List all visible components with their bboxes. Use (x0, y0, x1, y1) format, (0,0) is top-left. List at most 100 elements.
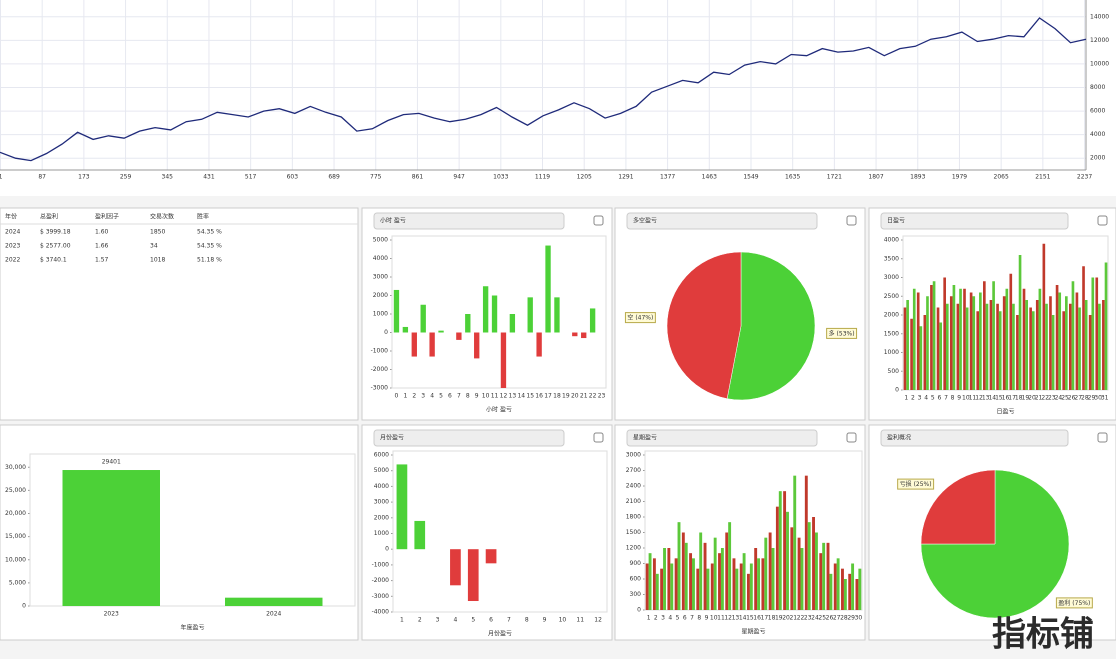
y-tick-label: 1000 (884, 349, 899, 356)
pie-label: 盈利 (75%) (1058, 599, 1090, 607)
bar (1104, 262, 1108, 390)
y-tick-label: 0 (385, 546, 389, 553)
x-tick-label: 4 (924, 395, 928, 402)
x-tick-label: 5 (439, 393, 443, 400)
bar (912, 288, 916, 390)
x-tick-label: 11 (576, 617, 584, 624)
x-tick-label: 30 (855, 615, 863, 622)
bar (858, 568, 862, 610)
x-tick-label: 30 (1094, 395, 1102, 402)
x-tick-label: 775 (370, 174, 382, 181)
y-tick-label: 2400 (626, 483, 641, 490)
panel-button[interactable] (1097, 432, 1108, 443)
panel-button[interactable] (846, 432, 857, 443)
y-tick-label: 5,000 (9, 579, 26, 586)
pie-slice (666, 251, 742, 399)
y-tick-label: 30,000 (5, 464, 26, 471)
x-tick-label: 28 (840, 615, 848, 622)
bar (527, 297, 533, 333)
x-tick-label: 10 (482, 393, 490, 400)
x-tick-label: 5 (931, 395, 935, 402)
x-tick-label: 10 (559, 617, 567, 624)
x-tick-label: 16 (753, 615, 761, 622)
x-tick-label: 23 (1048, 395, 1056, 402)
y-tick-label: -1000 (372, 561, 390, 568)
y-tick-label: 2100 (626, 498, 641, 505)
bar (703, 542, 707, 610)
x-tick-label: 4 (668, 615, 672, 622)
bar (474, 332, 480, 359)
bar (1012, 303, 1015, 390)
panel-header (373, 429, 565, 447)
x-tick-label: 0 (395, 393, 399, 400)
bar (800, 548, 804, 610)
x-tick-label: 31 (1101, 395, 1109, 402)
bar (62, 470, 160, 606)
y-tick-label: 4000 (373, 255, 388, 262)
bar (1042, 243, 1046, 390)
bar (771, 548, 775, 610)
y-tick-label: 3500 (884, 255, 899, 262)
bar (936, 307, 940, 390)
y-tick-label: 5000 (373, 237, 388, 244)
y-tick-label: 2000 (373, 292, 388, 299)
bar (689, 553, 693, 610)
y-tick-label: -2000 (371, 366, 389, 373)
pie-label-box (826, 327, 858, 339)
bar (949, 296, 953, 390)
pie-label-box (624, 312, 656, 324)
table-header: 盈利因子 (95, 213, 119, 221)
x-tick-label: 24 (1055, 395, 1063, 402)
bar (989, 300, 993, 390)
panel-button[interactable] (1097, 215, 1108, 226)
bar (916, 292, 920, 390)
bar (952, 285, 956, 390)
table-cell: 54.35 % (197, 229, 222, 236)
bar (681, 532, 685, 610)
bar (843, 579, 847, 610)
x-tick-label: 8 (697, 615, 701, 622)
y-tick-label: 0 (637, 607, 641, 614)
bar (652, 558, 656, 610)
table-header: 总盈利 (40, 213, 58, 221)
x-tick-label: 16 (1002, 395, 1010, 402)
x-tick-label: 2151 (1035, 174, 1050, 181)
x-tick-label: 25 (818, 615, 826, 622)
bar (482, 286, 489, 333)
bar (1031, 311, 1035, 390)
pie-label: 空 (47%) (627, 314, 653, 322)
x-tick-label: 22 (589, 393, 597, 400)
panel-button[interactable] (593, 432, 604, 443)
pie-slice (920, 469, 1070, 619)
panel-title: 星期盈亏 (633, 434, 657, 442)
bar (1038, 288, 1042, 390)
bar (667, 548, 671, 610)
bar (491, 295, 498, 333)
x-tick-label: 861 (412, 174, 424, 181)
bar (718, 553, 721, 610)
plot-frame (29, 453, 356, 607)
x-tick-label: 2 (418, 617, 422, 624)
x-tick-label: 9 (957, 395, 961, 402)
bar (959, 288, 962, 390)
bar (819, 553, 823, 610)
panel-button[interactable] (593, 215, 604, 226)
y-tick-label: 0 (22, 603, 26, 610)
pie-label: 多 (53%) (829, 329, 855, 337)
x-tick-label: 3 (436, 617, 440, 624)
x-tick-label: 28 (1081, 395, 1089, 402)
x-tick-label: 12 (500, 393, 508, 400)
panel-button[interactable] (846, 215, 857, 226)
x-tick-label: 14 (739, 615, 747, 622)
plot-frame (644, 450, 863, 611)
bar (485, 549, 497, 564)
x-tick-label: 10 (962, 395, 970, 402)
x-tick-label: 6 (448, 393, 452, 400)
bar (919, 326, 923, 390)
pie-label-box (897, 478, 935, 490)
table-cell: $ 2577.00 (40, 243, 71, 250)
bar (1095, 277, 1099, 390)
x-tick-label: 7 (944, 395, 948, 402)
x-tick-label: 2 (412, 393, 416, 400)
bar (739, 563, 743, 610)
